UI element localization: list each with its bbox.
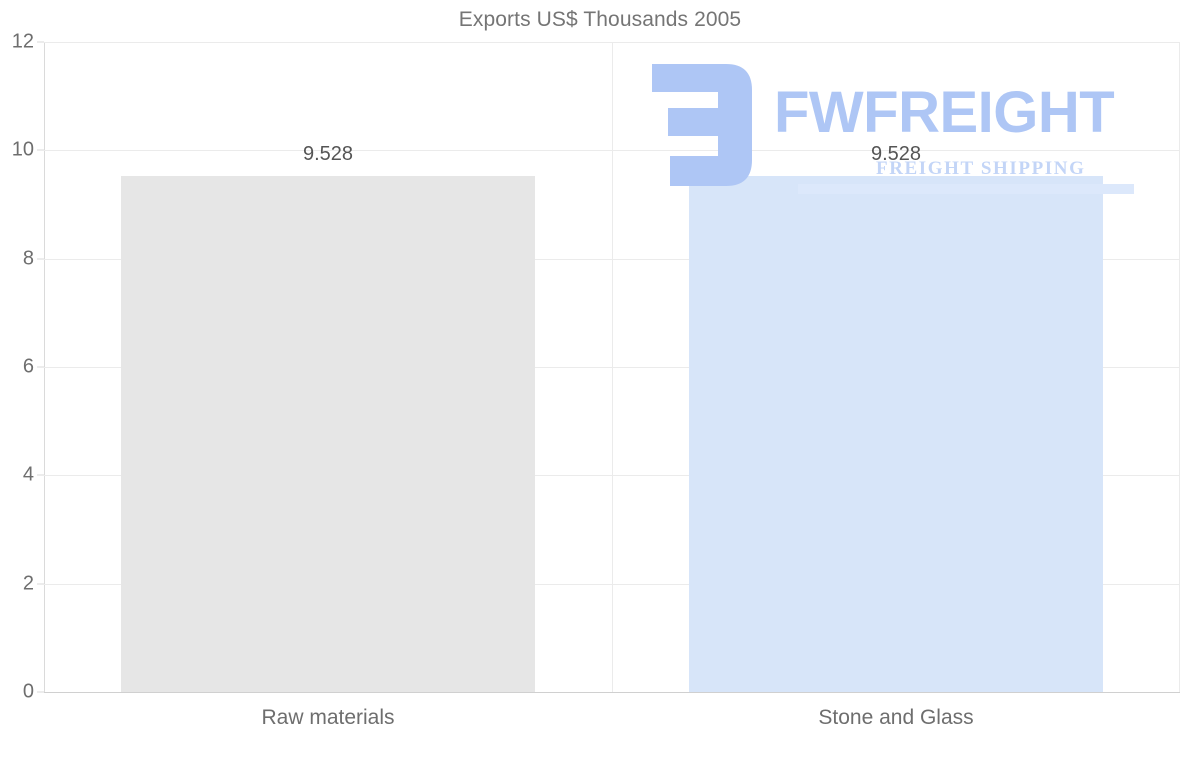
- vertical-gridline: [612, 42, 613, 692]
- y-axis-tick-mark: [37, 258, 44, 260]
- y-axis-tick-mark: [37, 691, 44, 693]
- x-axis-tick-label: Stone and Glass: [818, 706, 974, 729]
- bar-value-label: 9.528: [302, 142, 354, 165]
- chart-title: Exports US$ Thousands 2005: [458, 8, 742, 31]
- y-axis-tick-label: 6: [22, 355, 34, 378]
- y-axis-tick-label: 12: [11, 30, 34, 53]
- y-axis-tick-mark: [37, 366, 44, 368]
- bar[interactable]: [688, 175, 1104, 692]
- bar[interactable]: [120, 175, 536, 692]
- y-axis-tick-mark: [37, 474, 44, 476]
- y-axis-tick-mark: [37, 41, 44, 43]
- y-axis-tick-label: 2: [22, 572, 34, 595]
- x-axis-tick-label: Raw materials: [261, 706, 395, 729]
- axis-baseline: [44, 692, 1180, 693]
- y-axis-tick-mark: [37, 149, 44, 151]
- y-axis-tick-label: 0: [22, 680, 34, 703]
- y-axis-tick-mark: [37, 583, 44, 585]
- y-axis-tick-label: 8: [22, 247, 34, 270]
- y-axis-tick-label: 10: [11, 138, 34, 161]
- plot-area: [44, 42, 1180, 693]
- vertical-gridline: [1179, 42, 1180, 692]
- bar-value-label: 9.528: [870, 142, 922, 165]
- y-axis-tick-label: 4: [22, 463, 34, 486]
